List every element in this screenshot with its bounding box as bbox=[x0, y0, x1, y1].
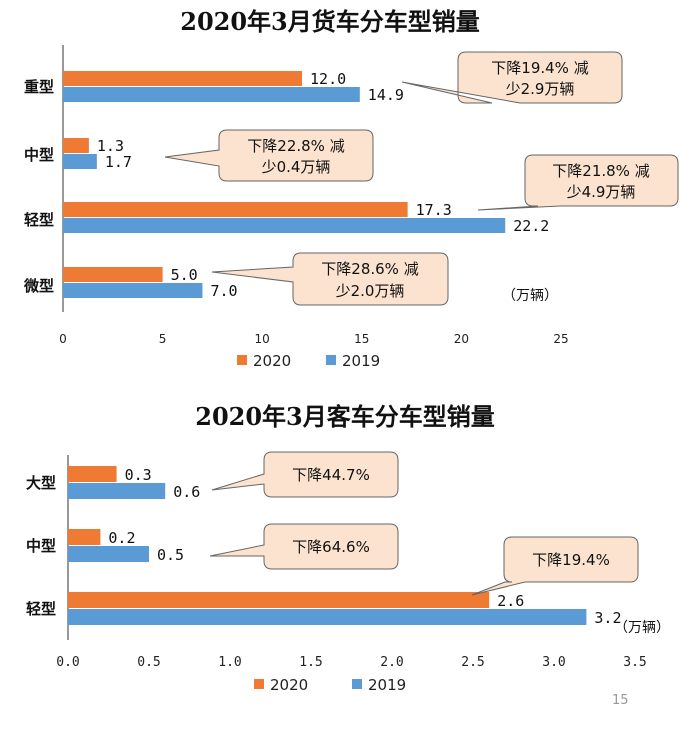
bus-unit-label: （万辆） bbox=[614, 620, 670, 636]
bus-bar-2020 bbox=[68, 466, 117, 482]
bus-bar-2019 bbox=[68, 483, 166, 499]
bus-value-label: 0.6 bbox=[173, 483, 200, 501]
truck-category-label: 重型 bbox=[24, 78, 54, 96]
truck-value-label: 22.2 bbox=[513, 217, 549, 235]
truck-callout-text: 下降19.4% 减 bbox=[491, 59, 588, 77]
bus-bar-2020 bbox=[68, 592, 490, 608]
truck-chart-title: 2020年3月货车分车型销量 bbox=[180, 7, 480, 36]
truck-value-label: 17.3 bbox=[416, 201, 452, 219]
truck-value-label: 5.0 bbox=[171, 266, 198, 284]
bus-category-label: 大型 bbox=[26, 474, 56, 492]
bus-callout-text: 下降19.4% bbox=[532, 551, 610, 569]
bus-legend-label: 2020 bbox=[270, 676, 308, 694]
truck-callout-text: 下降22.8% 减 bbox=[247, 137, 344, 155]
truck-bar-2020 bbox=[63, 267, 163, 282]
truck-x-tick-label: 10 bbox=[255, 332, 270, 346]
truck-bar-2020 bbox=[63, 138, 89, 153]
bus-callout-text: 下降64.6% bbox=[292, 538, 370, 556]
bus-x-tick-label: 2.5 bbox=[461, 655, 484, 670]
truck-unit-label: （万辆） bbox=[502, 288, 558, 304]
bus-callout: 下降44.7% bbox=[211, 451, 399, 498]
truck-callout-text: 下降28.6% 减 bbox=[321, 260, 418, 278]
bus-legend-swatch-2020 bbox=[254, 679, 264, 689]
bus-value-label: 2.6 bbox=[497, 592, 524, 610]
bus-category-label: 轻型 bbox=[26, 600, 56, 618]
truck-callout-text: 少0.4万辆 bbox=[262, 158, 331, 176]
bus-chart-title: 2020年3月客车分车型销量 bbox=[195, 402, 495, 431]
bus-callout-text: 下降44.7% bbox=[292, 466, 370, 484]
bus-chart: 2020年3月客车分车型销量 大型 中型 轻型 0.3 0.6 0.2 0.5 … bbox=[26, 402, 670, 694]
truck-bar-2019 bbox=[63, 87, 360, 102]
bus-x-tick-label: 3.5 bbox=[623, 655, 646, 670]
truck-value-label: 1.7 bbox=[105, 153, 132, 171]
truck-x-tick-label: 5 bbox=[159, 332, 167, 346]
truck-legend-label: 2019 bbox=[342, 352, 380, 370]
truck-category-label: 微型 bbox=[23, 277, 54, 295]
bus-x-tick-label: 1.0 bbox=[218, 655, 241, 670]
truck-value-label: 1.3 bbox=[97, 137, 124, 155]
bus-value-label: 3.2 bbox=[594, 609, 621, 627]
truck-category-label: 中型 bbox=[24, 146, 54, 164]
bus-x-tick-label: 0.5 bbox=[137, 655, 160, 670]
truck-value-label: 14.9 bbox=[368, 86, 404, 104]
bus-x-tick-label: 3.0 bbox=[542, 655, 565, 670]
truck-legend-swatch-2020 bbox=[237, 355, 247, 365]
truck-x-tick-label: 0 bbox=[59, 332, 67, 346]
bus-callout: 下降19.4% bbox=[471, 536, 639, 596]
bus-category-label: 中型 bbox=[26, 537, 56, 555]
bus-legend-label: 2019 bbox=[368, 676, 406, 694]
truck-callout-text: 少4.9万辆 bbox=[567, 183, 636, 201]
bus-x-tick-label: 2.0 bbox=[380, 655, 403, 670]
truck-callout: 下降19.4% 减 少2.9万辆 bbox=[401, 51, 623, 104]
truck-x-tick-label: 20 bbox=[454, 332, 469, 346]
bus-value-label: 0.3 bbox=[125, 466, 152, 484]
truck-value-label: 12.0 bbox=[310, 70, 346, 88]
truck-legend-swatch-2019 bbox=[326, 355, 336, 365]
bus-value-label: 0.2 bbox=[108, 529, 135, 547]
truck-legend-label: 2020 bbox=[253, 352, 291, 370]
truck-callout: 下降28.6% 减 少2.0万辆 bbox=[211, 252, 449, 306]
bus-legend-swatch-2019 bbox=[352, 679, 362, 689]
truck-bar-2019 bbox=[63, 154, 97, 169]
truck-callout-text: 少2.0万辆 bbox=[336, 282, 405, 300]
truck-callout: 下降22.8% 减 少0.4万辆 bbox=[164, 129, 374, 182]
truck-callout: 下降21.8% 减 少4.9万辆 bbox=[477, 154, 679, 211]
truck-bar-2020 bbox=[63, 202, 408, 217]
truck-category-label: 轻型 bbox=[24, 211, 54, 229]
bus-bar-2020 bbox=[68, 529, 101, 545]
page-number: 15 bbox=[612, 693, 629, 708]
bus-bar-2019 bbox=[68, 546, 149, 562]
truck-callout-text: 少2.9万辆 bbox=[506, 80, 575, 98]
truck-x-tick-label: 15 bbox=[354, 332, 369, 346]
truck-x-tick-label: 25 bbox=[553, 332, 568, 346]
bus-bar-2019 bbox=[68, 609, 587, 625]
truck-bar-2019 bbox=[63, 218, 506, 233]
truck-callout-text: 下降21.8% 减 bbox=[552, 162, 649, 180]
truck-chart: 2020年3月货车分车型销量 重型 中型 轻型 微型 12.0 14.9 1.3… bbox=[23, 7, 679, 370]
bus-x-tick-label: 1.5 bbox=[299, 655, 322, 670]
bus-value-label: 0.5 bbox=[157, 546, 184, 564]
bus-callout: 下降64.6% bbox=[209, 523, 399, 570]
truck-bar-2019 bbox=[63, 283, 203, 298]
bus-x-tick-label: 0.0 bbox=[56, 655, 79, 670]
truck-bar-2020 bbox=[63, 71, 303, 86]
truck-value-label: 7.0 bbox=[210, 282, 237, 300]
